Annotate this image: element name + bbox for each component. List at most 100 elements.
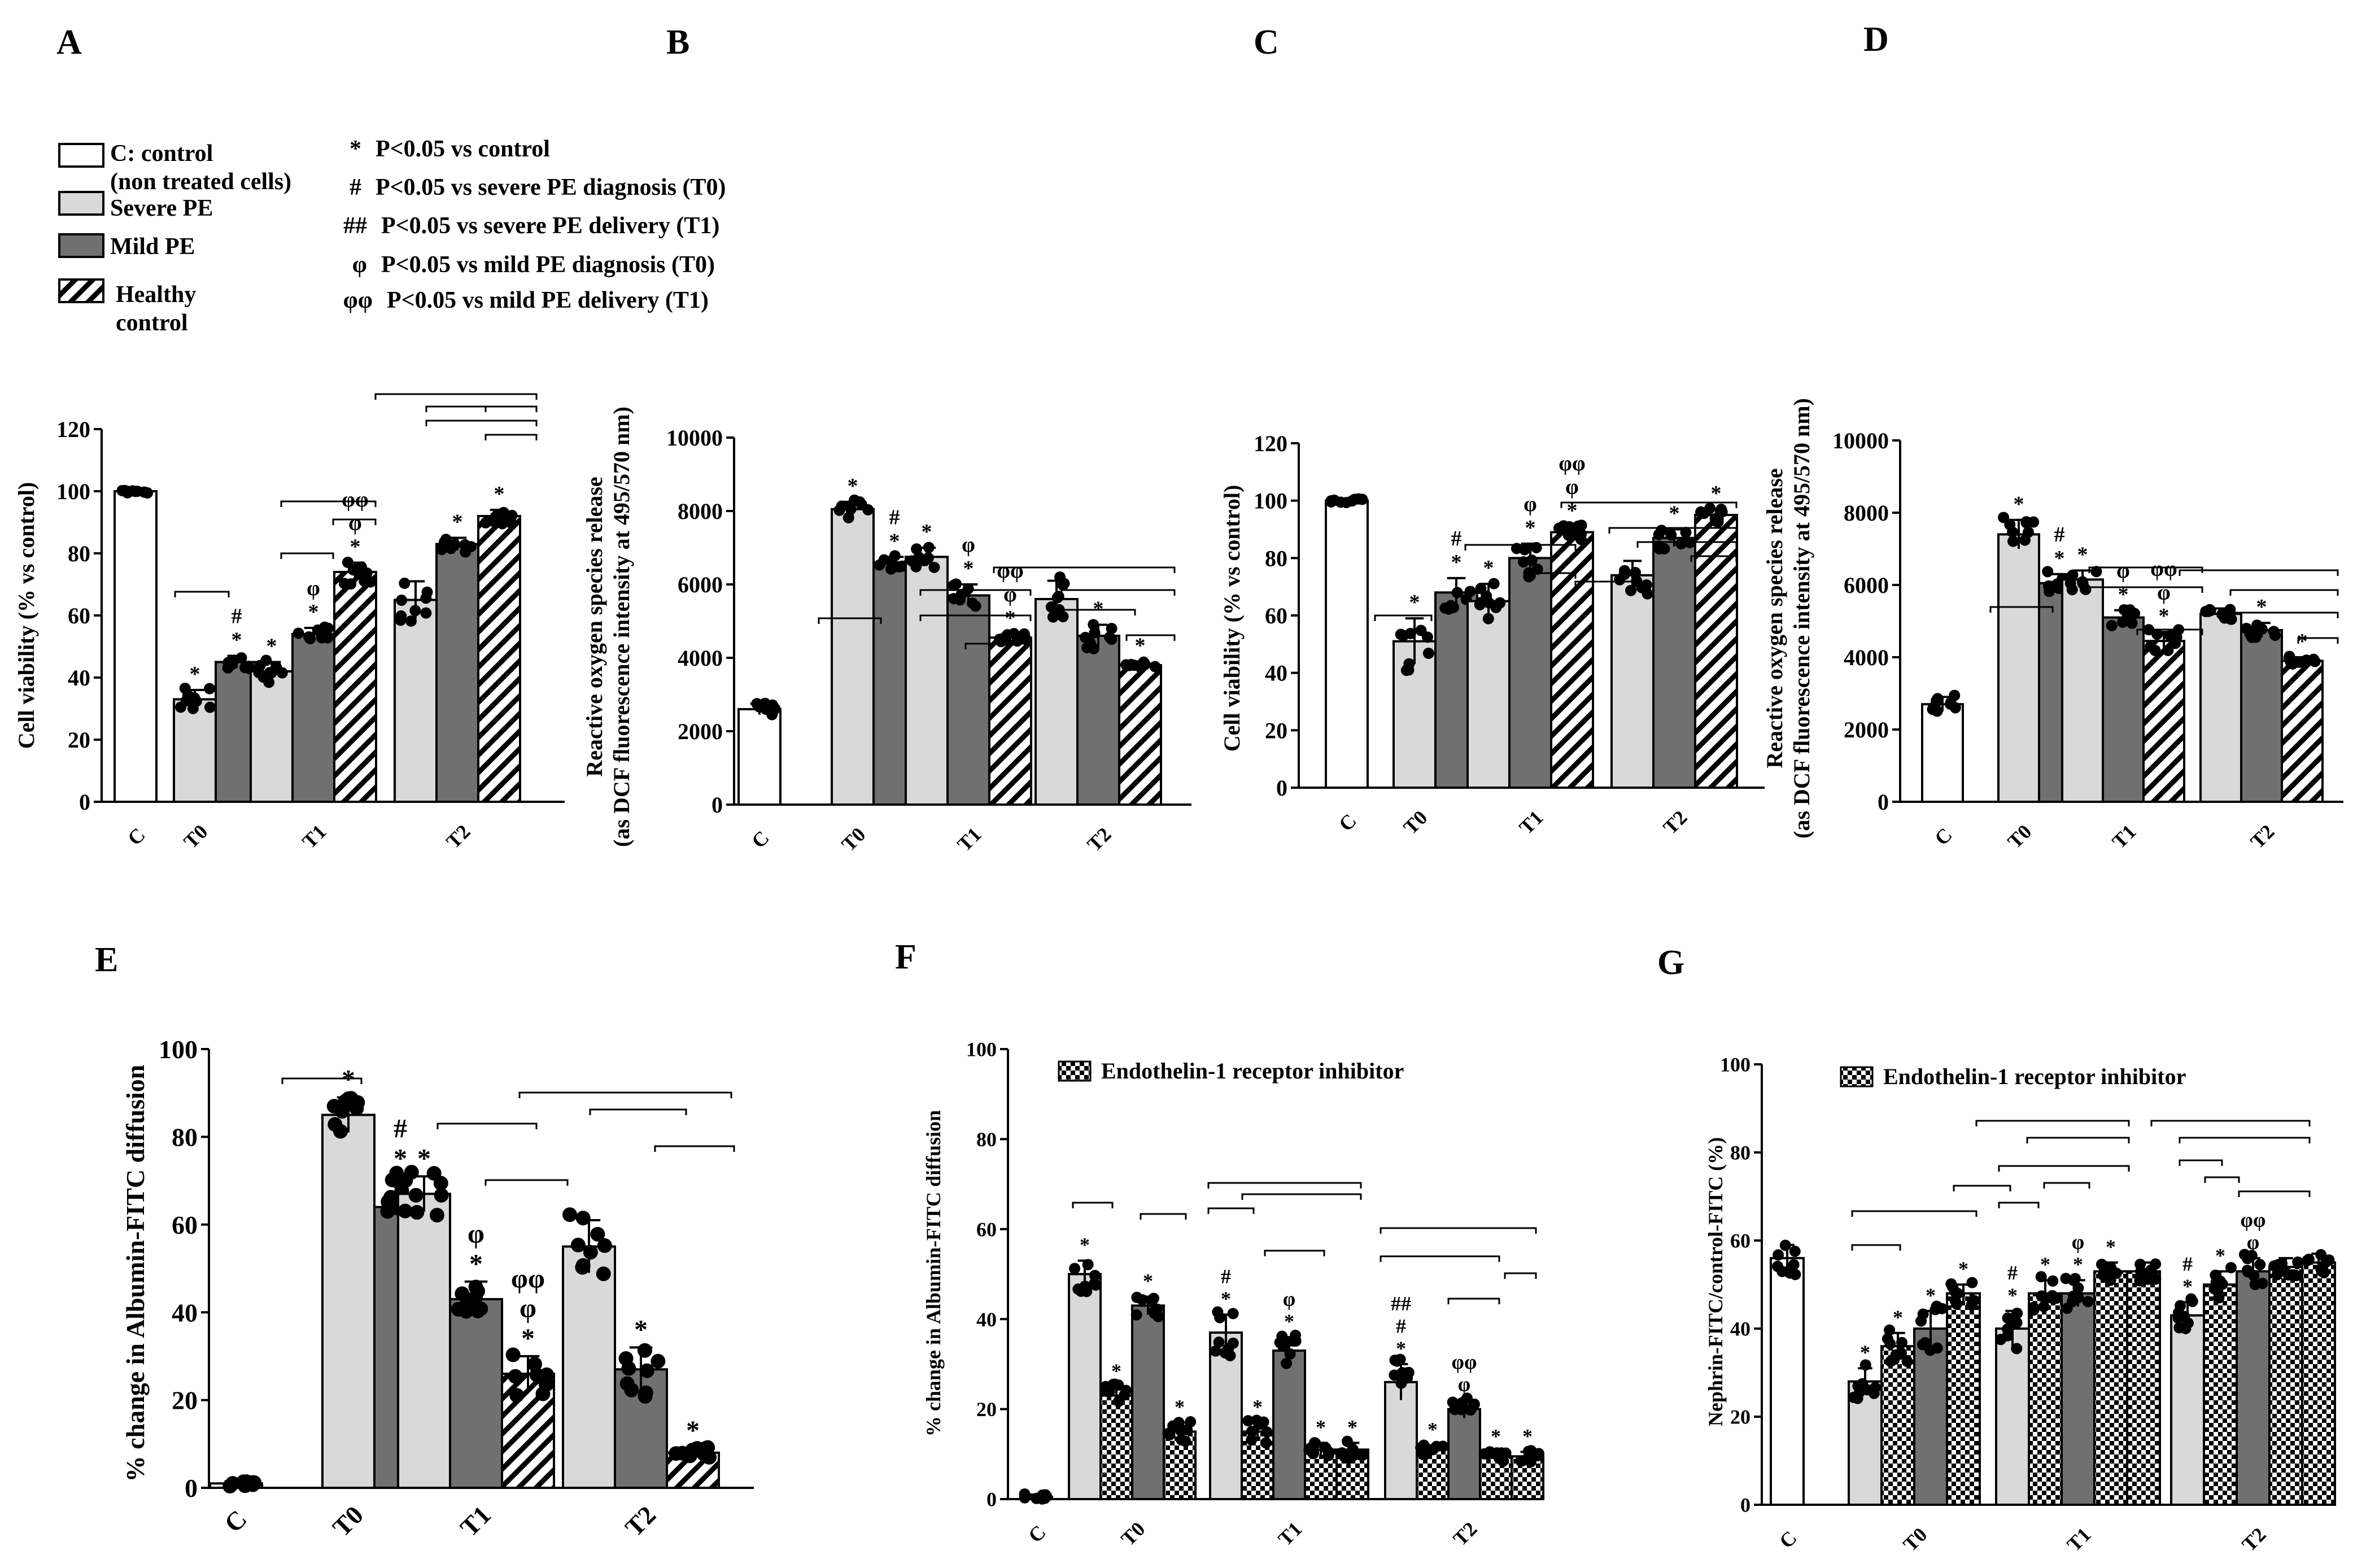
significance-mark: * — [267, 635, 277, 658]
significance-mark: * — [1175, 1396, 1185, 1418]
data-point — [2268, 1260, 2280, 1272]
data-point — [1625, 584, 1637, 596]
significance-mark: * — [1451, 551, 1462, 574]
comparison-bracket — [1560, 501, 1738, 508]
significance-mark: * — [634, 1314, 648, 1344]
significance-mark: * — [417, 1143, 431, 1173]
bar — [2236, 1270, 2271, 1506]
significance-mark: φ — [468, 1219, 484, 1249]
significance-mark: φ — [1565, 475, 1579, 499]
data-point — [590, 1226, 605, 1242]
comparison-bracket — [174, 591, 230, 597]
data-point — [1884, 1356, 1896, 1368]
data-point — [1325, 496, 1337, 508]
data-point — [2171, 631, 2182, 643]
y-tick-label: 60 — [976, 1218, 997, 1241]
legend-symbol-0: * — [350, 136, 361, 162]
y-axis-label: % change in Albumin-FITC diffusion — [922, 1110, 945, 1436]
bar — [1997, 533, 2040, 803]
comparison-bracket — [1264, 1250, 1325, 1256]
significance-mark: φ — [2247, 1231, 2259, 1253]
data-point — [181, 695, 193, 706]
legend-text-0: P<0.05 vs control — [376, 136, 550, 162]
data-point — [1481, 590, 1492, 602]
data-point — [2106, 620, 2118, 632]
x-tick-label-T2: T2 — [619, 1500, 661, 1542]
data-point — [2067, 1296, 2079, 1308]
data-point — [967, 597, 979, 609]
comparison-bracket — [425, 420, 538, 426]
data-point — [1224, 1349, 1236, 1361]
data-point — [575, 1211, 591, 1226]
data-point — [1307, 1448, 1319, 1460]
x-tick-label-C: C — [123, 823, 150, 850]
data-point — [1950, 1298, 1962, 1310]
data-point — [1082, 1259, 1094, 1270]
data-point — [1348, 493, 1360, 505]
legend-label-control: C: control — [110, 141, 213, 167]
significance-mark: * — [2007, 1284, 2018, 1307]
data-point — [276, 667, 288, 679]
data-point — [689, 1441, 705, 1456]
data-point — [304, 633, 316, 645]
y-axis-label-line: Cell viability (% vs control) — [1219, 485, 1245, 752]
comparison-bracket — [2043, 1182, 2090, 1189]
data-point — [2309, 656, 2321, 667]
comparison-bracket — [1975, 1120, 2130, 1126]
y-tick-label: 8000 — [1844, 500, 1889, 526]
chart-C: 0 20 40 60 80 100 120 Cell viability (% vs cont… — [1219, 431, 1765, 839]
data-point — [1966, 1277, 1978, 1289]
y-axis-label-line: Reactive oxygen species release — [1762, 468, 1787, 768]
data-point — [1276, 1330, 1288, 1342]
legend-swatch-healthy — [58, 278, 104, 303]
panel-label-f: F — [895, 938, 916, 976]
significance-mark: * — [190, 662, 200, 686]
data-point — [1630, 567, 1642, 579]
legend: C: control (non treated cells) Severe PE… — [58, 136, 726, 336]
bar — [1880, 1345, 1915, 1506]
significance-mark: * — [2159, 604, 2169, 628]
data-point — [2090, 566, 2102, 578]
charts-layer: 0 20 40 60 80 100 120 Cell viability (% vs cont… — [14, 393, 2343, 1556]
significance-mark: φ — [1524, 492, 1537, 516]
significance-mark: * — [1005, 606, 1016, 630]
data-point — [1562, 529, 1574, 541]
data-point — [1447, 1396, 1459, 1408]
data-point — [2323, 1254, 2335, 1266]
data-point — [1403, 658, 1415, 670]
y-axis-label-line: % change in Albumin-FITC diffusion — [121, 1065, 150, 1482]
data-point — [1047, 611, 1059, 623]
data-point — [1464, 1404, 1476, 1416]
comparison-bracket — [281, 1077, 363, 1084]
bar — [1946, 1292, 1981, 1506]
data-point — [326, 1099, 342, 1114]
significance-mark: * — [2182, 1275, 2193, 1298]
comparison-bracket — [332, 518, 377, 525]
significance-mark: * — [308, 600, 319, 624]
data-point — [257, 671, 269, 683]
y-tick-label: 100 — [1720, 1054, 1751, 1076]
data-point — [470, 1303, 486, 1318]
legend-sublabel-control: (non treated cells) — [110, 169, 291, 195]
data-point — [1712, 516, 1724, 528]
x-tick-label-T1: T1 — [2108, 820, 2141, 853]
data-point — [1653, 529, 1665, 540]
data-point — [470, 1283, 486, 1299]
comparison-bracket — [484, 1179, 569, 1186]
significance-mark: * — [1522, 1425, 1533, 1447]
comparison-bracket — [1207, 1182, 1362, 1189]
data-point — [751, 698, 763, 710]
bar — [1550, 531, 1594, 789]
comparison-bracket — [484, 434, 538, 440]
significance-mark: φ — [962, 533, 975, 557]
data-point — [1789, 1246, 1801, 1257]
comparison-bracket — [2088, 586, 2203, 593]
significance-mark: # — [394, 1114, 407, 1144]
y-tick-label: 0 — [1740, 1494, 1751, 1517]
data-point — [1121, 659, 1133, 671]
significance-mark: φ — [348, 512, 362, 535]
data-point — [1478, 1448, 1490, 1460]
data-point — [570, 1238, 586, 1253]
data-point — [238, 1478, 254, 1493]
data-point — [2300, 654, 2312, 666]
